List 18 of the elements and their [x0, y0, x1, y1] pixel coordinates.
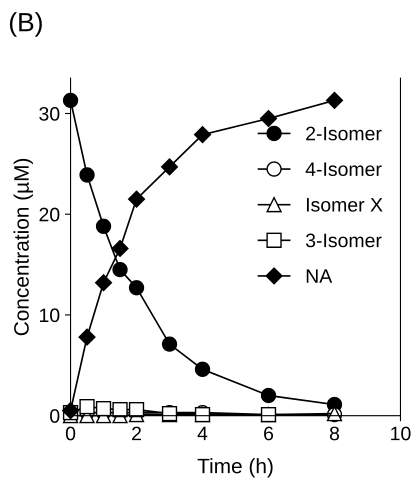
legend-label: Isomer X — [306, 198, 383, 212]
y-tick-label: 0 — [50, 409, 60, 423]
x-axis-title: Time (h) — [198, 458, 273, 478]
y-axis-title: Concentration (µM) — [14, 158, 33, 336]
legend-label: 3-Isomer — [306, 234, 382, 248]
legend-label: NA — [306, 269, 332, 283]
y-tick-label: 30 — [39, 106, 60, 121]
legend-label: 4-Isomer — [306, 162, 382, 176]
x-tick-label: 10 — [391, 426, 411, 440]
x-tick-label: 4 — [198, 426, 208, 440]
x-tick-label: 0 — [66, 426, 76, 440]
x-tick-label: 2 — [132, 426, 141, 440]
chart-title: (B) — [10, 12, 42, 37]
x-tick-label: 6 — [264, 426, 274, 440]
y-tick-label: 10 — [40, 308, 60, 322]
x-tick-label: 8 — [330, 426, 340, 440]
legend-label: 2-Isomer — [306, 126, 382, 140]
y-tick-label: 20 — [39, 208, 60, 222]
